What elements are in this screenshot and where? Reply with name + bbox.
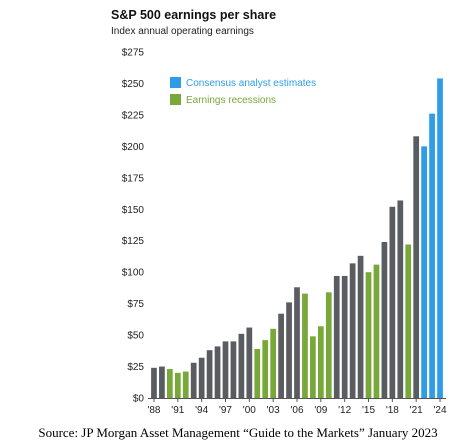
bar-actual-2005 <box>286 302 292 398</box>
bar-recession-2009 <box>317 326 324 398</box>
y-tick-label: $125 <box>122 236 145 247</box>
bar-actual-2000 <box>246 327 253 398</box>
legend-label-recession: Earnings recessions <box>186 95 276 106</box>
chart-subtitle: Index annual operating earnings <box>111 26 254 37</box>
bar-actual-1997 <box>222 341 229 398</box>
bar-actual-2004 <box>278 313 284 398</box>
x-tick-label: '97 <box>219 405 232 416</box>
x-tick-label: '06 <box>290 405 303 416</box>
bar-recession-2002 <box>262 340 269 398</box>
legend: Consensus analyst estimates Earnings rece… <box>170 77 316 106</box>
legend-label-estimate: Consensus analyst estimates <box>186 78 316 89</box>
bar-recession-2015 <box>365 272 372 398</box>
eps-bar-chart: $0 $25 $50 $75 $100 $125 $150 $175 $200 $225 $250 $… <box>122 48 447 417</box>
x-tick-label: '88 <box>147 405 160 416</box>
y-tick-label: $100 <box>122 268 145 279</box>
x-tick-label: '03 <box>267 405 280 416</box>
y-tick-label: $175 <box>122 173 145 184</box>
x-axis: '88 '91 '94 '97 '00 '03 '06 '09 '12 '15 '18 '21 '24 <box>147 398 447 416</box>
x-tick-label: '09 <box>314 405 327 416</box>
bar-actual-1989 <box>159 366 165 398</box>
y-tick-label: $225 <box>122 110 145 121</box>
bar-actual-2006 <box>294 287 300 398</box>
legend-swatch-estimate <box>170 77 181 88</box>
x-tick-label: '94 <box>195 405 208 416</box>
y-tick-label: $150 <box>122 205 145 216</box>
bar-actual-1993 <box>190 362 197 398</box>
bar-actual-2011 <box>333 275 340 398</box>
x-tick-label: '91 <box>171 405 184 416</box>
bar-actual-1988 <box>151 367 157 398</box>
bar-actual-2012 <box>341 275 348 398</box>
bar-recession-2003 <box>270 328 277 398</box>
bar-actual-2018 <box>389 206 396 398</box>
y-tick-label: $0 <box>133 394 145 405</box>
bar-recession-1990 <box>167 369 173 398</box>
bar-estimate-2023 <box>429 113 435 399</box>
source-note: Source: JP Morgan Asset Management “Guid… <box>38 425 438 440</box>
bar-actual-1999 <box>238 333 245 398</box>
y-tick-label: $250 <box>122 79 145 90</box>
bars <box>151 78 443 399</box>
bar-actual-2013 <box>349 263 356 398</box>
bar-actual-1996 <box>214 346 221 398</box>
legend-swatch-recession <box>170 94 181 105</box>
bar-actual-2019 <box>397 200 404 398</box>
bar-actual-2021 <box>413 136 420 399</box>
bar-actual-2017 <box>381 241 388 398</box>
x-tick-label: '24 <box>434 405 447 416</box>
bar-recession-2008 <box>310 336 316 398</box>
bar-recession-1991 <box>174 372 181 398</box>
bar-recession-2010 <box>325 292 332 398</box>
bar-recession-2007 <box>302 293 308 398</box>
bar-actual-1995 <box>206 350 213 398</box>
bar-recession-2016 <box>373 264 380 398</box>
x-tick-label: '12 <box>338 405 351 416</box>
bar-recession-1992 <box>182 371 189 398</box>
bar-estimate-2022 <box>421 146 427 398</box>
x-tick-label: '18 <box>386 405 399 416</box>
y-tick-label: $75 <box>127 299 144 310</box>
y-tick-label: $275 <box>122 48 145 59</box>
bar-recession-2020 <box>405 244 412 398</box>
y-tick-label: $50 <box>127 331 144 342</box>
chart-title: S&P 500 earnings per share <box>111 8 277 22</box>
bar-actual-2014 <box>357 255 364 398</box>
bar-actual-1994 <box>198 357 205 398</box>
bar-estimate-2024 <box>437 78 443 399</box>
y-axis: $0 $25 $50 $75 $100 $125 $150 $175 $200 $225 $250 $… <box>122 48 145 405</box>
x-tick-label: '21 <box>410 405 423 416</box>
x-tick-label: '00 <box>243 405 256 416</box>
x-tick-label: '15 <box>362 405 375 416</box>
bar-recession-2001 <box>254 348 261 398</box>
y-tick-label: $200 <box>122 142 145 153</box>
bar-actual-1998 <box>230 341 237 398</box>
y-tick-label: $25 <box>127 362 144 373</box>
